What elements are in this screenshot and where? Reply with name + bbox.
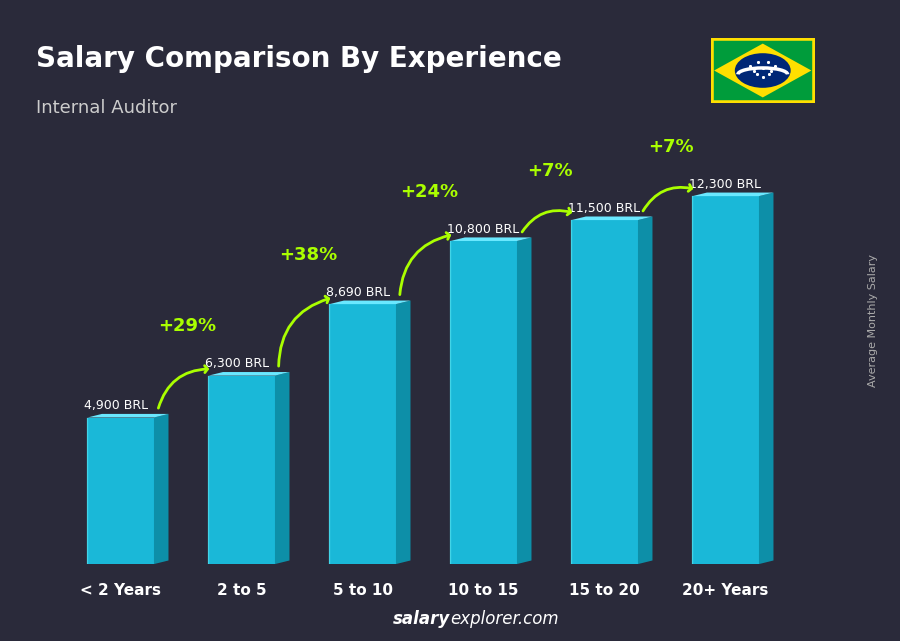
Polygon shape: [759, 192, 773, 564]
Text: +7%: +7%: [648, 138, 694, 156]
Text: +24%: +24%: [400, 183, 458, 201]
Polygon shape: [329, 304, 396, 564]
Text: Internal Auditor: Internal Auditor: [36, 99, 177, 117]
Polygon shape: [87, 417, 154, 564]
Circle shape: [734, 53, 791, 88]
Text: 6,300 BRL: 6,300 BRL: [205, 357, 269, 370]
Polygon shape: [517, 237, 532, 564]
Polygon shape: [87, 414, 168, 417]
Polygon shape: [692, 196, 759, 564]
Polygon shape: [692, 192, 773, 196]
Text: 4,900 BRL: 4,900 BRL: [84, 399, 148, 412]
Polygon shape: [572, 217, 652, 220]
Text: Average Monthly Salary: Average Monthly Salary: [868, 254, 878, 387]
Polygon shape: [396, 301, 410, 564]
Text: salary: salary: [392, 610, 450, 628]
Polygon shape: [209, 372, 290, 376]
Polygon shape: [572, 220, 638, 564]
Text: +38%: +38%: [279, 246, 338, 263]
Polygon shape: [209, 376, 275, 564]
Text: 10,800 BRL: 10,800 BRL: [446, 222, 519, 236]
Text: 12,300 BRL: 12,300 BRL: [688, 178, 760, 191]
Polygon shape: [154, 414, 168, 564]
Polygon shape: [450, 241, 517, 564]
Text: 8,690 BRL: 8,690 BRL: [326, 286, 390, 299]
Text: explorer.com: explorer.com: [450, 610, 559, 628]
Polygon shape: [275, 372, 290, 564]
Text: +7%: +7%: [527, 162, 573, 179]
Text: 11,500 BRL: 11,500 BRL: [568, 202, 640, 215]
Polygon shape: [450, 237, 532, 241]
Polygon shape: [329, 301, 410, 304]
Text: Salary Comparison By Experience: Salary Comparison By Experience: [36, 45, 562, 73]
Text: +29%: +29%: [158, 317, 216, 335]
Polygon shape: [638, 217, 652, 564]
Polygon shape: [714, 44, 812, 97]
